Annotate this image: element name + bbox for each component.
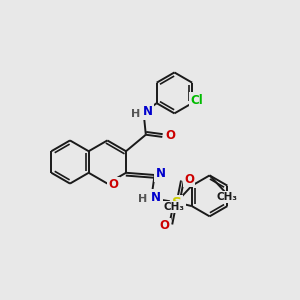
Text: N: N	[151, 190, 161, 204]
Text: O: O	[184, 173, 194, 186]
Text: CH₃: CH₃	[164, 202, 185, 212]
Text: O: O	[159, 219, 169, 232]
Text: H: H	[138, 194, 147, 204]
Text: N: N	[156, 167, 166, 181]
Text: S: S	[172, 196, 182, 211]
Text: O: O	[108, 178, 118, 191]
Text: N: N	[142, 105, 153, 118]
Text: O: O	[165, 129, 175, 142]
Text: Cl: Cl	[191, 94, 203, 107]
Text: CH₃: CH₃	[217, 192, 238, 202]
Text: H: H	[131, 109, 140, 119]
